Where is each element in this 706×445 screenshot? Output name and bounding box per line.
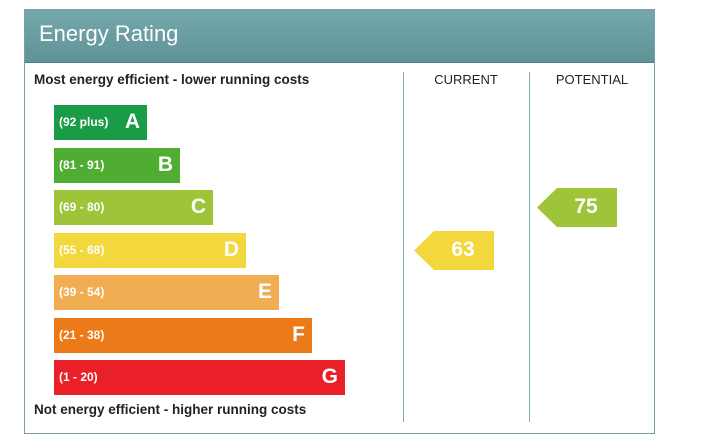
band-range-label: (81 - 91) <box>59 157 105 172</box>
band-letter: A <box>124 110 140 133</box>
band-range-label: (55 - 68) <box>59 242 105 257</box>
current-arrow-shape <box>414 230 494 270</box>
band-d: (55 - 68) D <box>54 232 246 268</box>
band-f: (21 - 38) F <box>54 317 312 353</box>
band-a: (92 plus) A <box>54 105 147 140</box>
bottom-note: Not energy efficient - higher running co… <box>34 402 307 417</box>
band-range-label: (92 plus) <box>59 115 109 129</box>
panel-title: Energy Rating <box>39 21 179 46</box>
band-letter: E <box>257 280 272 303</box>
potential-column-divider <box>529 72 530 422</box>
potential-arrow-shape <box>537 188 617 227</box>
energy-rating-panel: Energy Rating Most energy efficient - lo… <box>24 9 655 434</box>
current-column-divider <box>403 72 404 422</box>
panel-header: Energy Rating <box>25 10 654 63</box>
band-range-label: (1 - 20) <box>59 370 98 384</box>
top-note: Most energy efficient - lower running co… <box>34 72 310 87</box>
potential-rating-arrow: 75 <box>537 188 617 227</box>
band-b: (81 - 91) B <box>54 147 180 183</box>
band-letter: G <box>321 365 338 388</box>
potential-column-header: POTENTIAL <box>555 72 629 87</box>
band-letter: F <box>292 322 305 346</box>
band-range-label: (21 - 38) <box>59 327 105 342</box>
band-range-label: (69 - 80) <box>59 200 105 214</box>
current-column-header: CURRENT <box>434 72 498 87</box>
band-letter: C <box>190 195 206 218</box>
band-g: (1 - 20) G <box>54 360 345 395</box>
band-range-label: (39 - 54) <box>59 285 105 299</box>
current-rating-arrow: 63 <box>414 230 494 270</box>
band-c: (69 - 80) C <box>54 190 213 225</box>
band-e: (39 - 54) E <box>54 275 279 310</box>
potential-rating-value: 75 <box>574 195 598 218</box>
current-rating-value: 63 <box>451 237 475 261</box>
band-letter: B <box>157 152 173 176</box>
band-letter: D <box>223 237 239 261</box>
